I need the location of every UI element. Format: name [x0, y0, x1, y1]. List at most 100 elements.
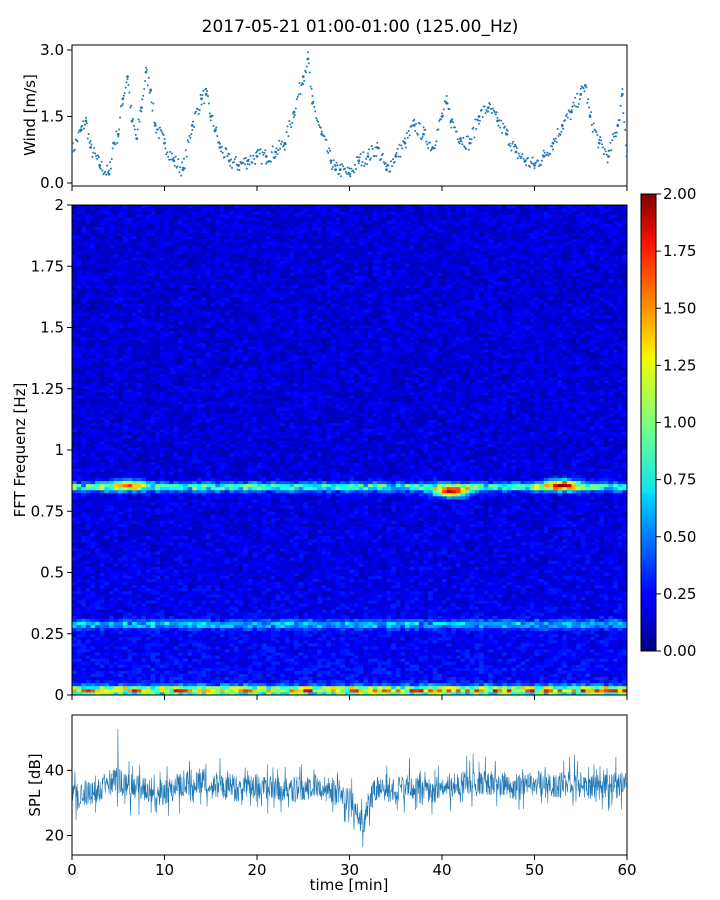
spectrogram-cell [373, 686, 378, 689]
spectrogram-cell [202, 631, 207, 634]
spectrogram-cell [340, 594, 345, 597]
spectrogram-cell [387, 625, 392, 628]
spectrogram-cell [419, 597, 424, 600]
spectrogram-cell [123, 683, 128, 686]
wind-sample-point [397, 148, 399, 150]
spectrogram-cell [576, 658, 581, 661]
spectrogram-cell [377, 588, 382, 591]
spectrogram-cell [618, 606, 623, 609]
spectrogram-cell [165, 615, 170, 618]
spectrogram-cell [128, 603, 133, 606]
spectrogram-cell [326, 646, 331, 649]
spectrogram-cell [294, 680, 299, 683]
spectrogram-cell [243, 677, 248, 680]
spectrogram-cell [511, 600, 516, 603]
wind-sample-point [368, 148, 370, 150]
spectrogram-cell [252, 674, 257, 677]
spectrogram-cell [100, 646, 105, 649]
spectrogram-cell [271, 628, 276, 631]
spectrogram-cell [266, 600, 271, 603]
spectrogram-cell [276, 609, 281, 612]
spectrogram-cell [313, 680, 318, 683]
spectrogram-cell [479, 643, 484, 646]
spectrogram-cell [132, 618, 137, 621]
spectrogram-cell [585, 622, 590, 625]
spectrogram-cell [183, 649, 188, 652]
spectrogram-cell [109, 588, 114, 591]
spectrogram-cell [433, 597, 438, 600]
spectrogram-cell [511, 591, 516, 594]
spectrogram-cell [590, 609, 595, 612]
spectrogram-cell [451, 585, 456, 588]
spectrogram-cell [86, 667, 91, 670]
spectrogram-cell [410, 612, 415, 615]
spectrogram-cell [285, 677, 290, 680]
spectrogram-cell [428, 588, 433, 591]
spectrogram-cell [326, 631, 331, 634]
wind-sample-point [185, 149, 187, 151]
spectrogram-cell [437, 674, 442, 677]
spectrogram-cell [609, 667, 614, 670]
spectrogram-cell [174, 680, 179, 683]
spectrogram-cell [229, 597, 234, 600]
spectrogram-cell [456, 655, 461, 658]
spectrogram-cell [303, 597, 308, 600]
spectrogram-cell [428, 671, 433, 674]
spectrogram-cell [114, 655, 119, 658]
spectrogram-cell [424, 661, 429, 664]
spectrogram-cell [493, 588, 498, 591]
spectrogram-cell [100, 591, 105, 594]
wind-sample-point [615, 135, 617, 137]
spectrogram-cell [368, 661, 373, 664]
spectrogram-cell [202, 603, 207, 606]
spectrogram-cell [155, 618, 160, 621]
spectrogram-cell [303, 646, 308, 649]
spectrogram-cell [585, 640, 590, 643]
spectrogram-cell [456, 588, 461, 591]
spectrogram-cell [354, 689, 359, 692]
wind-sample-point [408, 130, 410, 132]
spectrogram-cell [484, 661, 489, 664]
spectrogram-cell [525, 612, 530, 615]
spectrogram-cell [294, 622, 299, 625]
spectrogram-cell [95, 591, 100, 594]
spectrogram-cell [289, 585, 294, 588]
spectrogram-cell [405, 615, 410, 618]
wind-sample-point [487, 110, 489, 112]
spectrogram-cell [285, 631, 290, 634]
spectrogram-cell [280, 652, 285, 655]
spectrogram-cell [243, 594, 248, 597]
spectrogram-cell [377, 631, 382, 634]
spectrogram-cell [160, 637, 165, 640]
spectrogram-cell [72, 661, 77, 664]
spectrogram-cell [262, 683, 267, 686]
spectrogram-cell [502, 585, 507, 588]
spectrogram-cell [257, 680, 262, 683]
spectrogram-cell [419, 622, 424, 625]
spectrogram-cell [465, 658, 470, 661]
spectrogram-cell [132, 609, 137, 612]
spectrogram-cell [511, 667, 516, 670]
spectrogram-cell [91, 661, 96, 664]
spectrogram-cell [155, 686, 160, 689]
spectrogram-cell [437, 609, 442, 612]
spectrogram-cell [243, 671, 248, 674]
spectrogram-cell [488, 588, 493, 591]
spectrogram-cell [174, 637, 179, 640]
spectrogram-cell [331, 674, 336, 677]
wind-sample-point [555, 137, 557, 139]
spectrogram-cell [451, 588, 456, 591]
spectrogram-cell [266, 661, 271, 664]
wind-sample-point [372, 148, 374, 150]
spectrogram-cell [447, 618, 452, 621]
spectrogram-cell [123, 655, 128, 658]
spectrogram-cell [128, 680, 133, 683]
spectrogram-cell [414, 591, 419, 594]
spectrogram-cell [373, 594, 378, 597]
spectrogram-cell [544, 664, 549, 667]
wind-sample-point [143, 88, 145, 90]
spectrogram-cell [239, 631, 244, 634]
spectrogram-cell [359, 600, 364, 603]
spectrogram-cell [266, 649, 271, 652]
spectrogram-cell [345, 646, 350, 649]
